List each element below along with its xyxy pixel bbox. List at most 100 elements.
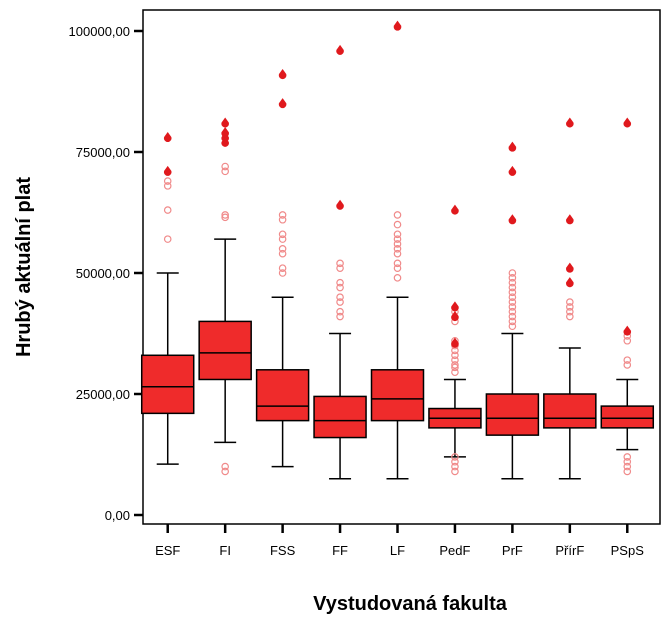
outlier-point — [623, 336, 632, 345]
x-axis-title: Vystudovaná fakulta — [313, 593, 508, 615]
outlier-point — [221, 213, 229, 222]
outlier-point — [623, 453, 632, 461]
iqr-box — [370, 369, 425, 422]
outlier-point — [451, 457, 459, 466]
box-esf — [140, 131, 195, 465]
extreme-point — [221, 117, 229, 128]
outlier-point — [336, 283, 344, 292]
outlier-point — [221, 162, 229, 171]
outlier-point — [623, 356, 632, 364]
y-tick-label: 100000,00 — [69, 24, 130, 39]
y-tick-label: 25000,00 — [76, 387, 130, 402]
x-tick-label: PřírF — [555, 543, 584, 558]
extreme-point — [451, 204, 459, 215]
outlier-point — [336, 259, 344, 268]
outlier-point — [393, 240, 402, 248]
box-prf — [485, 141, 540, 480]
outlier-point — [451, 453, 459, 461]
outlier-point — [163, 235, 172, 243]
x-tick-label: LF — [390, 543, 405, 558]
extreme-point — [336, 199, 344, 210]
iqr-box — [255, 369, 310, 422]
outlier-point — [163, 177, 172, 185]
outlier-point — [566, 307, 574, 316]
outlier-point — [393, 264, 402, 272]
iqr-box — [485, 393, 540, 436]
outlier-point — [221, 462, 229, 471]
y-tick-label: 50000,00 — [76, 266, 130, 281]
outlier-point — [278, 245, 287, 253]
extreme-point — [566, 262, 574, 273]
extreme-point — [336, 44, 344, 55]
extreme-point — [278, 69, 287, 80]
outlier-point — [566, 303, 574, 311]
outlier-point — [393, 249, 402, 258]
outlier-point — [566, 312, 574, 321]
outlier-point — [393, 220, 402, 229]
x-tick-label: PSpS — [611, 543, 645, 558]
x-tick-label: FSS — [270, 543, 296, 558]
outlier-point — [221, 211, 229, 219]
extreme-point — [508, 214, 517, 225]
x-tick-label: FI — [219, 543, 231, 558]
outlier-point — [623, 361, 632, 369]
extreme-point — [623, 325, 632, 336]
box-pedf — [428, 204, 482, 476]
outlier-point — [508, 322, 517, 331]
iqr-box — [313, 395, 367, 439]
outlier-point — [451, 462, 459, 471]
outlier-point — [451, 368, 459, 377]
extreme-point — [508, 141, 517, 152]
extreme-point — [221, 127, 229, 138]
outlier-point — [508, 312, 517, 321]
iqr-box — [198, 320, 252, 381]
outlier-point — [221, 467, 229, 476]
box-ff — [313, 44, 367, 480]
outlier-point — [393, 274, 402, 282]
extreme-point — [508, 165, 517, 176]
outlier-point — [163, 182, 172, 190]
outlier-point — [163, 206, 172, 214]
outlier-point — [336, 307, 344, 316]
outlier-point — [623, 467, 632, 476]
extreme-point — [278, 98, 287, 109]
outlier-point — [393, 245, 402, 253]
outlier-point — [451, 356, 459, 364]
x-tick-label: ESF — [155, 543, 180, 558]
extreme-point — [623, 117, 632, 128]
y-axis: 0,00 25000,00 50000,00 75000,00 100000,00 — [69, 24, 143, 523]
outlier-point — [393, 230, 402, 239]
x-tick-label: PrF — [502, 543, 523, 558]
box-lf — [370, 20, 425, 480]
outlier-point — [508, 303, 517, 311]
extreme-point — [566, 277, 574, 288]
outlier-point — [336, 264, 344, 272]
outlier-point — [508, 269, 517, 277]
x-tick-label: FF — [332, 543, 348, 558]
extreme-point — [393, 20, 402, 31]
outlier-point — [278, 211, 287, 219]
y-axis-title: Hrubý aktuální plat — [13, 177, 35, 357]
outlier-point — [508, 283, 517, 292]
box-přírf — [543, 117, 597, 480]
extreme-point — [163, 165, 172, 176]
outlier-point — [336, 298, 344, 306]
outlier-point — [451, 361, 459, 369]
outlier-point — [451, 467, 459, 476]
y-tick-label: 0,00 — [105, 508, 130, 523]
outlier-point — [278, 269, 287, 277]
outlier-point — [393, 211, 402, 219]
extreme-point — [163, 131, 172, 142]
box-series — [140, 20, 655, 480]
iqr-box — [543, 393, 597, 429]
outlier-point — [393, 259, 402, 268]
outlier-point — [336, 312, 344, 321]
outlier-point — [508, 278, 517, 287]
outlier-point — [566, 298, 574, 306]
x-axis: ESF FI FSS FF LF PedF PrF PřírF PSpS — [155, 524, 644, 558]
outlier-point — [508, 298, 517, 306]
extreme-point — [451, 311, 459, 322]
outlier-point — [451, 351, 459, 360]
box-psps — [600, 117, 655, 476]
